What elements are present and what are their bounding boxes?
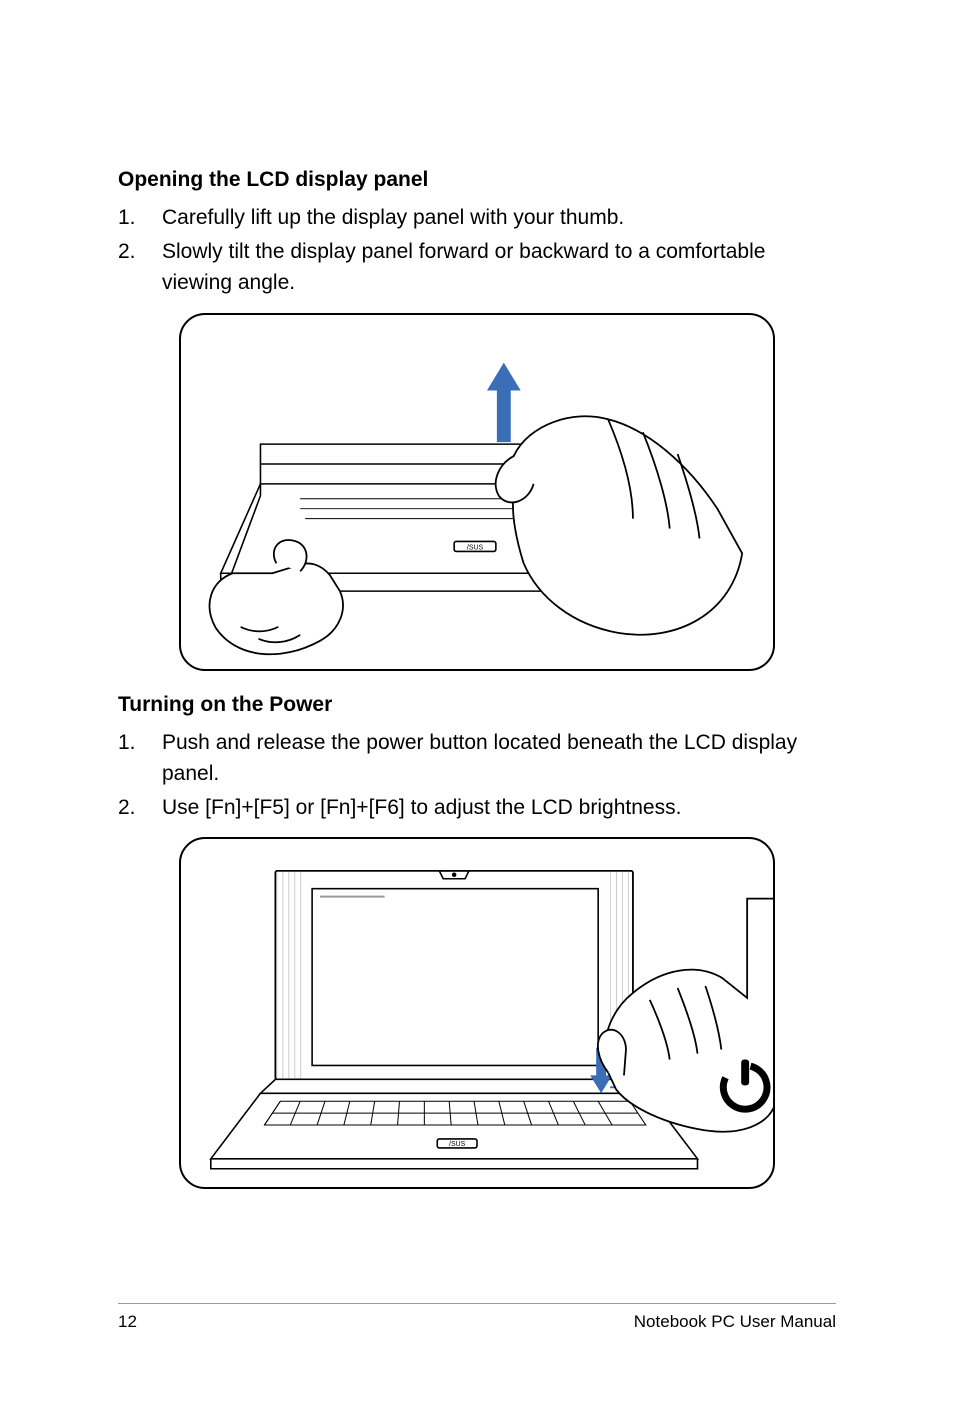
list-item: 2. Use [Fn]+[F5] or [Fn]+[F6] to adjust … xyxy=(118,792,836,824)
page-footer: 12 Notebook PC User Manual xyxy=(118,1303,836,1332)
section-heading-opening: Opening the LCD display panel xyxy=(118,168,836,192)
list-text: Push and release the power button locate… xyxy=(162,727,836,790)
list-number: 2. xyxy=(118,792,162,824)
badge-text: /SUS xyxy=(449,1141,466,1148)
page-number: 12 xyxy=(118,1312,137,1332)
list-item: 1. Carefully lift up the display panel w… xyxy=(118,202,836,234)
section-heading-power: Turning on the Power xyxy=(118,693,836,717)
figure-open-lid: /SUS xyxy=(179,313,775,671)
open-lid-illustration: /SUS xyxy=(181,315,773,671)
list-text: Carefully lift up the display panel with… xyxy=(162,202,836,234)
right-hand-icon xyxy=(496,416,742,634)
opening-steps-list: 1. Carefully lift up the display panel w… xyxy=(118,202,836,299)
list-number: 2. xyxy=(118,236,162,299)
list-item: 1. Push and release the power button loc… xyxy=(118,727,836,790)
power-on-illustration: /SUS xyxy=(181,839,773,1189)
power-steps-list: 1. Push and release the power button loc… xyxy=(118,727,836,824)
figure-power-on: /SUS xyxy=(179,837,775,1189)
left-hand-icon xyxy=(210,539,343,653)
up-arrow-icon xyxy=(487,362,521,441)
list-number: 1. xyxy=(118,202,162,234)
list-text: Use [Fn]+[F5] or [Fn]+[F6] to adjust the… xyxy=(162,792,836,824)
list-number: 1. xyxy=(118,727,162,790)
list-text: Slowly tilt the display panel forward or… xyxy=(162,236,836,299)
list-item: 2. Slowly tilt the display panel forward… xyxy=(118,236,836,299)
manual-title: Notebook PC User Manual xyxy=(634,1312,836,1332)
badge-text: /SUS xyxy=(467,544,484,551)
